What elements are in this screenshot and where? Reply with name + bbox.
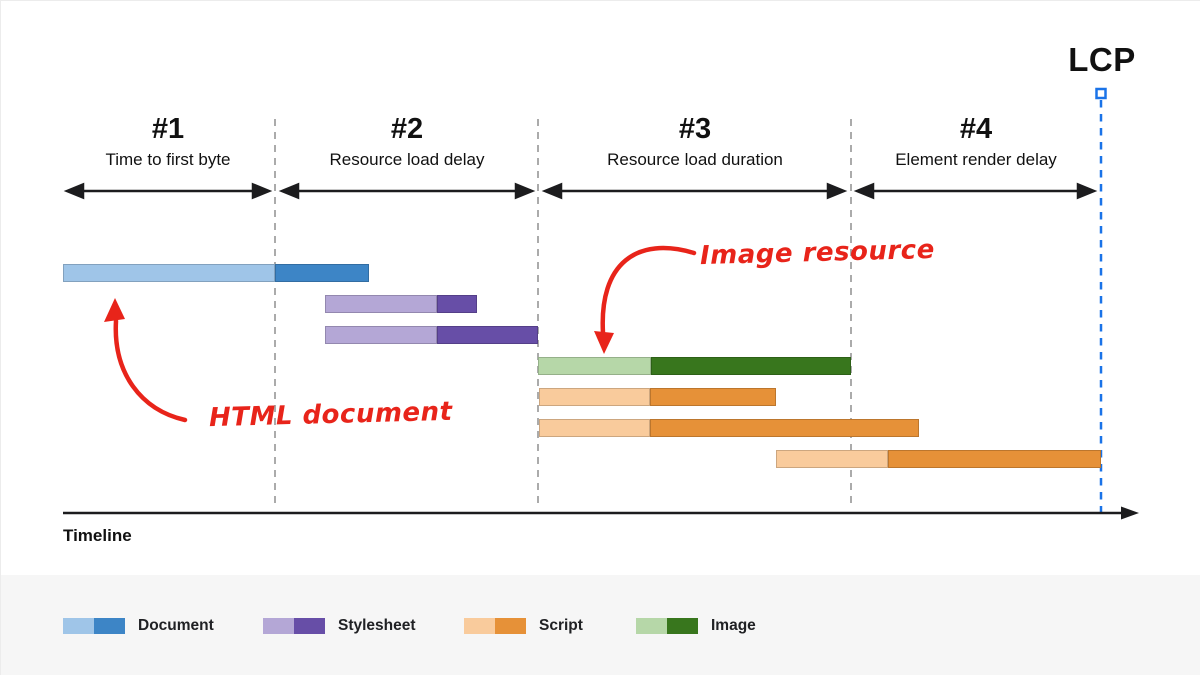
html-document-annotation: HTML document bbox=[208, 396, 453, 434]
script-swatch bbox=[464, 618, 526, 634]
phase-4-header: #4 Element render delay bbox=[846, 113, 1106, 170]
phase-1-header: #1 Time to first byte bbox=[38, 113, 298, 170]
stylesheet-swatch bbox=[263, 618, 325, 634]
legend-item-image: Image bbox=[636, 617, 756, 635]
legend-label-stylesheet: Stylesheet bbox=[338, 617, 416, 634]
bar-image-light bbox=[538, 357, 651, 375]
bar-stylesheet-light bbox=[325, 295, 437, 313]
document-swatch bbox=[63, 618, 125, 634]
timeline-axis-label: Timeline bbox=[63, 526, 132, 545]
legend-label-script: Script bbox=[539, 617, 583, 634]
legend-band bbox=[1, 575, 1200, 675]
bar-document-light bbox=[63, 264, 275, 282]
lcp-label: LCP bbox=[1068, 41, 1136, 78]
legend-item-stylesheet: Stylesheet bbox=[263, 617, 416, 635]
image-resource-annotation: Image resource bbox=[699, 234, 936, 272]
bar-stylesheet-dark bbox=[437, 295, 477, 313]
phase-1-number: #1 bbox=[151, 113, 185, 145]
image-resource-arrow bbox=[600, 245, 697, 336]
annotation-arrows bbox=[113, 245, 697, 423]
bar-stylesheet-dark bbox=[437, 326, 538, 344]
bar-document-dark bbox=[275, 264, 369, 282]
phase-4-number: #4 bbox=[959, 113, 993, 145]
phase-2-header: #2 Resource load delay bbox=[277, 113, 537, 170]
bar-script-light bbox=[776, 450, 888, 468]
phase-1-label: Time to first byte bbox=[105, 150, 231, 169]
legend-item-script: Script bbox=[464, 617, 583, 635]
phase-3-label: Resource load duration bbox=[607, 150, 783, 169]
phase-3-header: #3 Resource load duration bbox=[565, 113, 825, 170]
bar-stylesheet-light bbox=[325, 326, 437, 344]
image-resource-arrowhead bbox=[594, 331, 614, 354]
phase-extent-arrows bbox=[63, 182, 1098, 200]
bar-script-light bbox=[539, 419, 650, 437]
bar-image-dark bbox=[651, 357, 851, 375]
html-document-arrow bbox=[113, 318, 188, 423]
timeline-axis-arrowhead bbox=[1121, 506, 1139, 520]
bar-script-dark bbox=[650, 388, 776, 406]
html-document-arrowhead bbox=[104, 298, 125, 322]
legend-label-image: Image bbox=[711, 617, 756, 634]
bar-script-dark bbox=[888, 450, 1101, 468]
bar-script-light bbox=[539, 388, 650, 406]
phase-2-number: #2 bbox=[390, 113, 424, 145]
phase-4-label: Element render delay bbox=[895, 150, 1057, 169]
bar-script-dark bbox=[650, 419, 919, 437]
lcp-marker-square bbox=[1095, 87, 1107, 100]
legend-item-document: Document bbox=[63, 617, 214, 635]
legend-label-document: Document bbox=[138, 617, 214, 634]
phase-3-number: #3 bbox=[678, 113, 712, 145]
image-swatch bbox=[636, 618, 698, 634]
phase-2-label: Resource load delay bbox=[329, 150, 485, 169]
